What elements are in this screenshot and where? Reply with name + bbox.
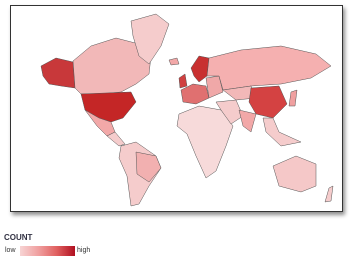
legend-low: low: [5, 247, 16, 254]
middle-east: [215, 99, 244, 125]
canada: [72, 37, 152, 95]
legend-gradient: [20, 246, 75, 256]
australia: [272, 155, 317, 193]
central-america: [106, 131, 126, 147]
legend-high: high: [77, 247, 91, 254]
russia: [206, 45, 332, 91]
japan: [288, 89, 298, 107]
western-europe: [180, 83, 210, 105]
world-map: [40, 13, 334, 207]
eastern-europe: [205, 75, 224, 99]
india: [238, 109, 257, 133]
usa: [80, 91, 137, 123]
southeast-asia: [262, 117, 302, 147]
iceland: [168, 57, 180, 66]
new-zealand: [324, 185, 334, 203]
china: [248, 85, 288, 119]
uk: [178, 73, 188, 89]
alaska: [40, 57, 76, 89]
africa: [176, 105, 234, 179]
map-frame: [10, 5, 343, 212]
brazil: [135, 151, 162, 183]
greenland: [130, 13, 170, 65]
legend-title: COUNT: [4, 233, 33, 242]
